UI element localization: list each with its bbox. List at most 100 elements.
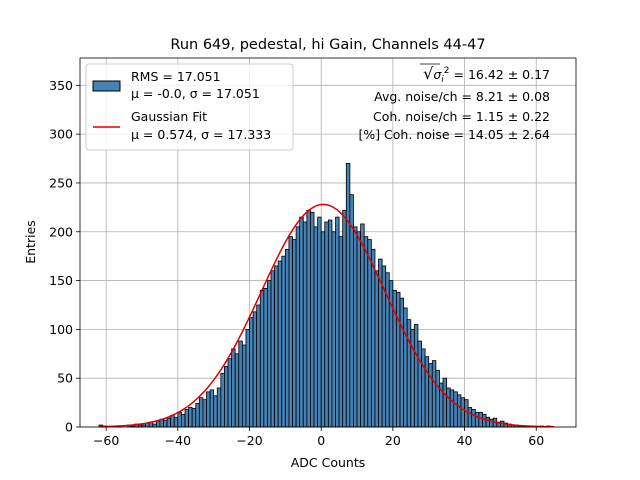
- plot-frame: [79, 57, 577, 428]
- y-tick-label: 250: [49, 175, 73, 190]
- histogram-bar: [256, 304, 261, 428]
- x-tick-label: 40: [457, 433, 473, 448]
- histogram-bar: [277, 260, 283, 428]
- x-tick-label: 20: [385, 433, 401, 448]
- annotation-coh-percent: [%] Coh. noise = 14.05 ± 2.64: [358, 127, 550, 142]
- histogram-bar: [421, 348, 426, 428]
- chart-title: Run 649, pedestal, hi Gain, Channels 44-…: [170, 37, 485, 53]
- histogram-bar: [259, 289, 265, 428]
- histogram-bar: [374, 270, 379, 428]
- histogram-bar: [399, 297, 405, 428]
- histogram-bar: [173, 416, 179, 428]
- histogram-bar: [338, 236, 344, 428]
- histogram-bar: [292, 239, 297, 428]
- histogram-bar: [152, 423, 157, 428]
- histogram-bar: [431, 360, 437, 428]
- histogram-bar: [310, 211, 315, 428]
- histogram-bar: [270, 270, 276, 428]
- histogram-bar: [241, 344, 247, 428]
- histogram-bar: [320, 231, 326, 428]
- histogram-bar: [188, 407, 193, 428]
- histogram-bar: [238, 340, 243, 428]
- legend-fit-label-2: μ = 0.574, σ = 17.333: [131, 127, 271, 142]
- legend-hist-label-1: RMS = 17.051: [131, 69, 221, 84]
- sqrt-symbol: √: [423, 64, 434, 83]
- histogram-bar: [195, 403, 200, 428]
- histogram-bar: [342, 209, 347, 428]
- histogram-bar: [281, 255, 286, 428]
- histogram-bar: [166, 417, 172, 428]
- legend-fit-label-1: Gaussian Fit: [131, 109, 207, 124]
- y-tick-label: 0: [65, 420, 73, 435]
- histogram-bar: [231, 348, 236, 428]
- histogram-bar: [456, 394, 462, 428]
- histogram-bar: [474, 411, 480, 428]
- histogram-bar: [202, 399, 207, 428]
- x-axis-ticks: −60 −40 −20 0 20 40 60: [93, 427, 544, 448]
- histogram-bar: [428, 363, 433, 428]
- y-axis-label: Entries: [23, 220, 38, 264]
- histogram-bar: [353, 226, 358, 428]
- x-tick-label: −60: [93, 433, 119, 448]
- histogram-bar: [227, 358, 232, 428]
- sigma-symbol: σ: [433, 67, 442, 82]
- histogram-bar: [345, 163, 351, 428]
- legend-hist-swatch: [92, 80, 121, 92]
- histogram-bar: [181, 413, 186, 428]
- annotations: √σi2 = 16.42 ± 0.17 Avg. noise/ch = 8.21…: [358, 63, 550, 142]
- histogram-bar: [324, 221, 329, 428]
- histogram-bar: [363, 236, 369, 428]
- histogram-bar: [446, 387, 451, 428]
- x-tick-label: −40: [165, 433, 191, 448]
- histogram-bar: [417, 340, 422, 428]
- y-tick-label: 300: [49, 127, 73, 142]
- histogram-bar: [313, 226, 319, 428]
- x-axis-label: ADC Counts: [291, 455, 366, 470]
- histogram-bar: [220, 372, 225, 428]
- histogram-bar: [435, 369, 440, 428]
- histogram-bar: [302, 221, 308, 428]
- histogram-bar: [267, 280, 272, 428]
- histogram-bar: [224, 366, 229, 428]
- x-tick-label: 0: [317, 433, 325, 448]
- histogram-bar: [460, 397, 465, 428]
- histogram-bar: [482, 413, 487, 428]
- histogram-bar: [170, 414, 175, 428]
- histogram-bar: [478, 411, 483, 428]
- sigma-superscript: 2: [444, 66, 450, 76]
- histogram-bar: [403, 307, 408, 428]
- histogram-bar: [467, 407, 473, 428]
- histogram-bar: [396, 291, 401, 428]
- histogram-bar: [245, 328, 250, 428]
- histogram-bar: [485, 416, 491, 428]
- histogram-bar: [234, 353, 240, 428]
- annotation-sigma: √σi2 = 16.42 ± 0.17: [423, 64, 550, 85]
- y-tick-label: 150: [49, 273, 73, 288]
- histogram-bar: [413, 324, 419, 428]
- histogram-bar: [464, 399, 469, 428]
- y-axis-ticks: 0 50 100 150 200 250 300 350: [49, 78, 80, 435]
- histogram-bar: [288, 236, 293, 428]
- y-tick-label: 50: [57, 371, 73, 386]
- legend-box: [85, 63, 294, 151]
- histogram-bar: [370, 248, 376, 428]
- histogram-bar: [449, 389, 455, 428]
- sigma-subscript: i: [441, 75, 444, 85]
- histogram-bar: [206, 391, 211, 428]
- histogram-bar: [252, 311, 258, 428]
- histogram-bar: [471, 409, 476, 428]
- histogram-bar: [299, 216, 304, 428]
- x-tick-label: −20: [236, 433, 262, 448]
- histogram-bar: [155, 420, 161, 428]
- annotation-avg-noise: Avg. noise/ch = 8.21 ± 0.08: [374, 89, 550, 104]
- gaussian-fit-curve: [98, 203, 555, 428]
- x-tick-label: 60: [528, 433, 544, 448]
- histogram-bar: [406, 319, 412, 428]
- histogram-bar: [356, 231, 362, 428]
- histogram-bar: [184, 409, 189, 428]
- annotation-coh-noise: Coh. noise/ch = 1.15 ± 0.22: [373, 109, 550, 124]
- histogram-bar: [295, 226, 301, 428]
- histogram-bar: [327, 219, 333, 428]
- histogram-bar: [284, 248, 290, 428]
